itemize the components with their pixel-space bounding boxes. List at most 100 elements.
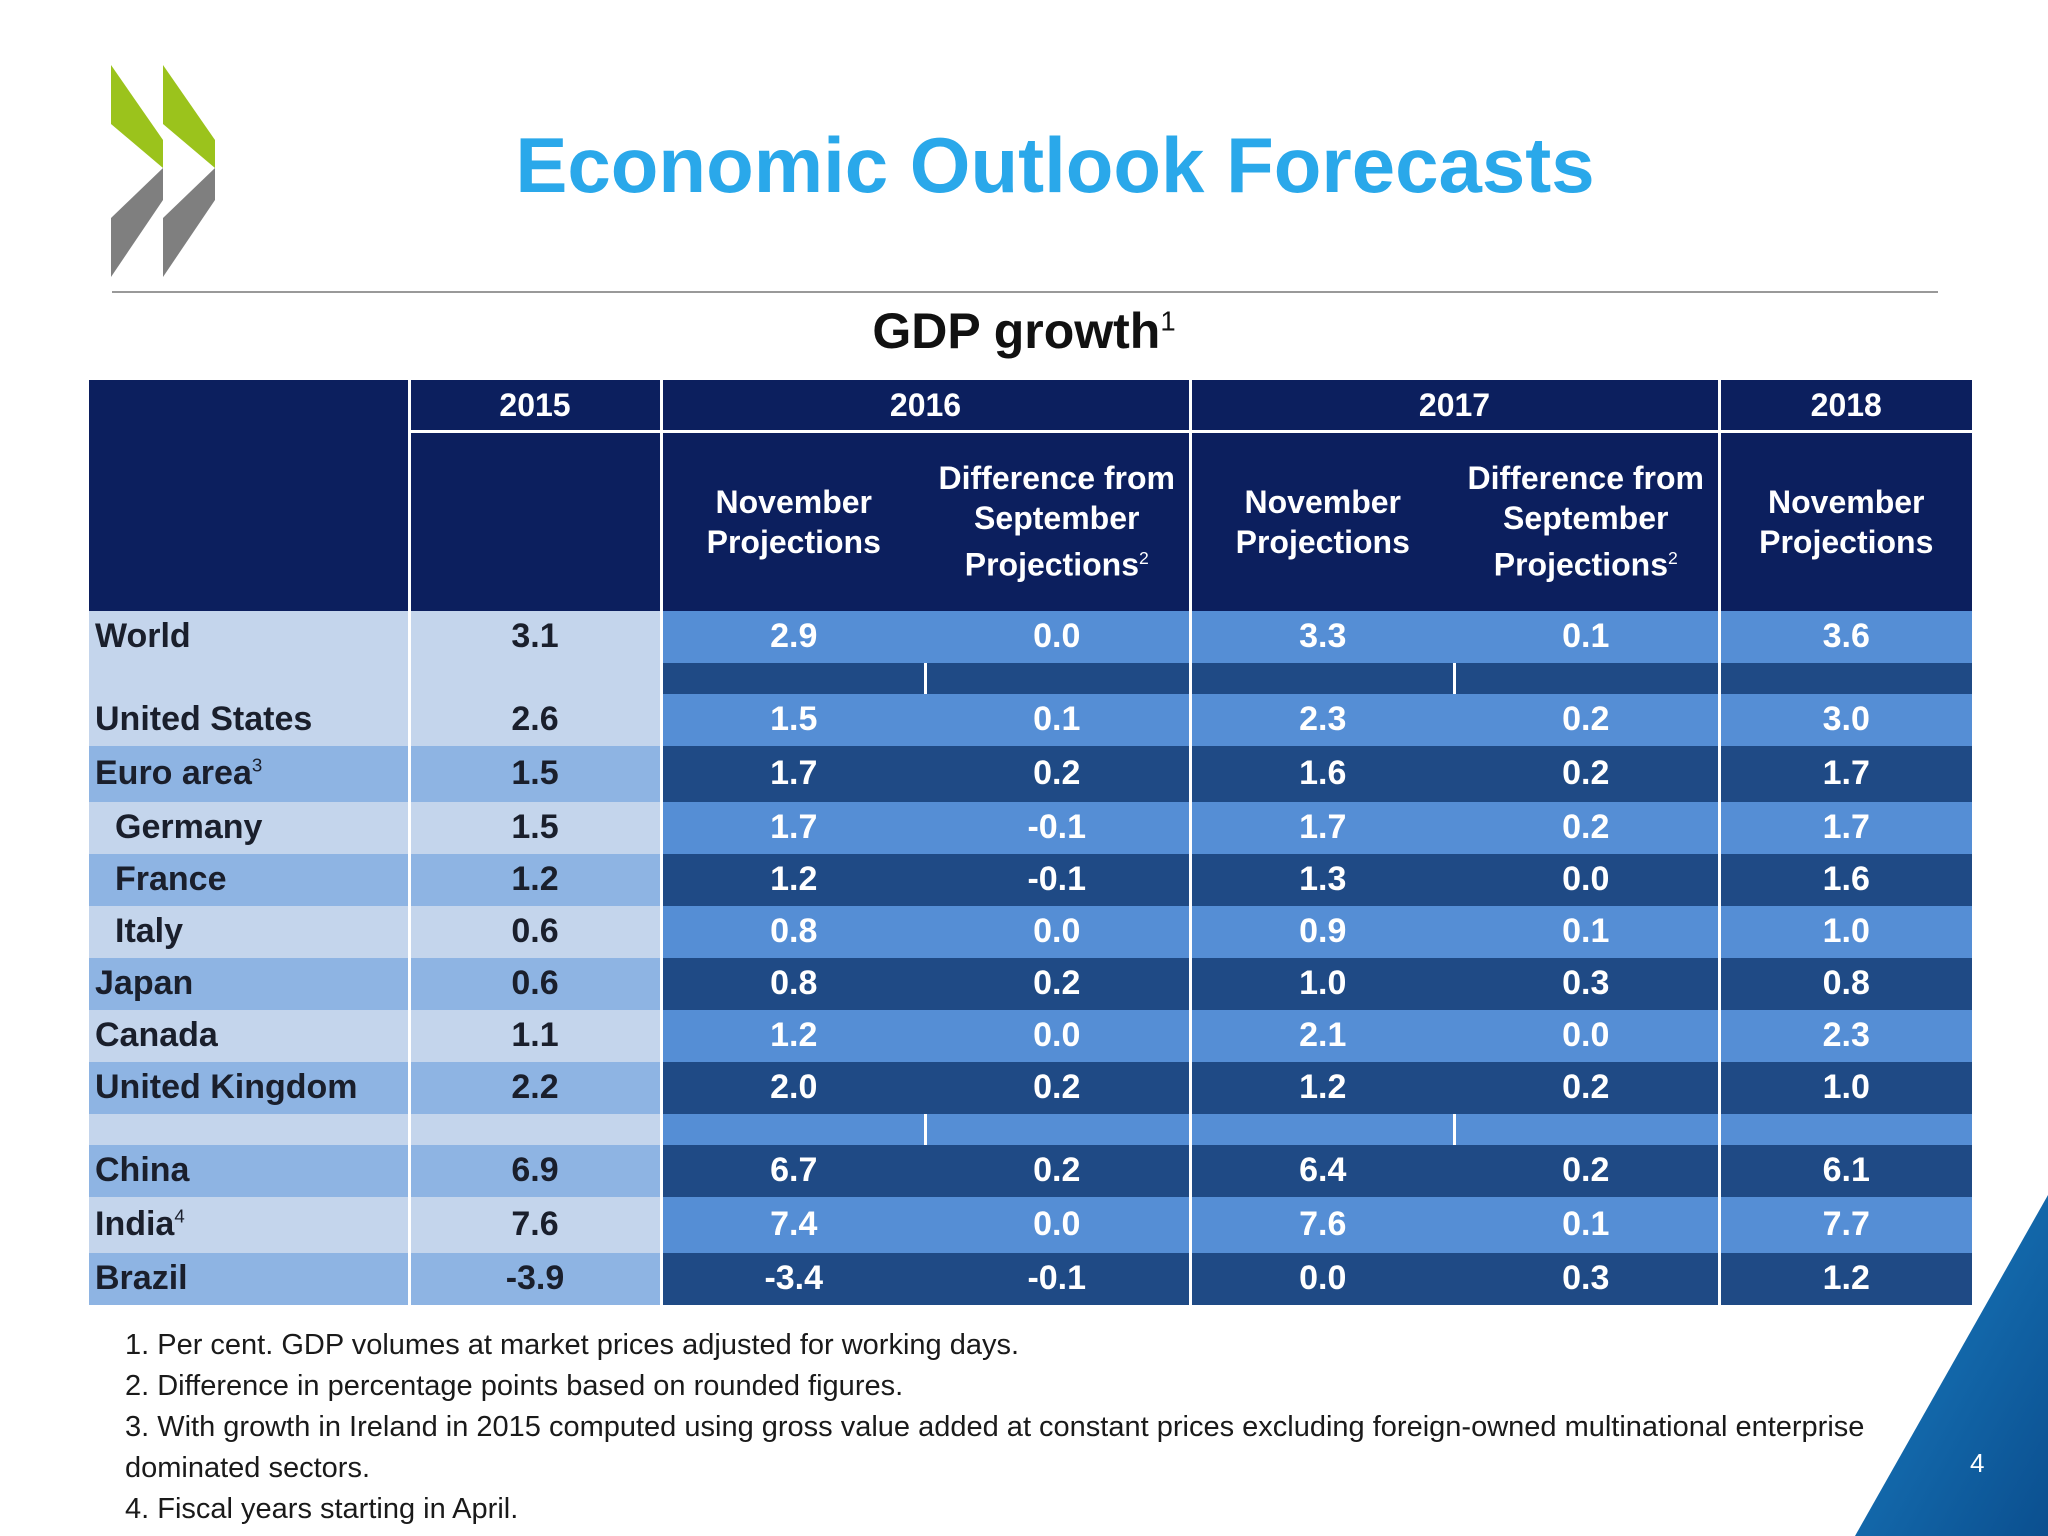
column-header-note: 2 <box>1138 548 1149 569</box>
column-header: November Projections <box>659 431 925 611</box>
row-label: India4 <box>89 1196 409 1253</box>
logo-green-1 <box>111 65 163 168</box>
header-row: 2015 2016 2017 2018 <box>89 380 1972 611</box>
row-label-text: United Kingdom <box>95 1068 358 1106</box>
footnote: 3. With growth in Ireland in 2015 comput… <box>125 1411 1865 1484</box>
column-header-line: November <box>1768 483 1925 520</box>
data-row: United States 2.6 1.5 0.1 2.3 0.2 3.0 <box>89 693 1972 746</box>
row-label: Italy <box>89 905 409 958</box>
spacer-cell <box>923 1113 1190 1145</box>
spacer-cell <box>1717 1113 1972 1145</box>
column-header-line: Projections <box>1759 523 1934 560</box>
value-cell: -0.1 <box>925 853 1190 906</box>
value-cell: 2.9 <box>659 610 925 663</box>
spacer-cell <box>659 1113 925 1145</box>
value-cell: 0.3 <box>1454 1252 1719 1305</box>
value-cell: 1.5 <box>659 693 925 746</box>
value-cell: 0.2 <box>1454 1144 1719 1197</box>
value-cell: 0.0 <box>925 610 1190 663</box>
spacer-cell <box>1717 662 1972 694</box>
data-row: Canada 1.1 1.2 0.0 2.1 0.0 2.3 <box>89 1009 1972 1062</box>
value-cell: 3.1 <box>407 610 661 663</box>
value-cell: 0.8 <box>659 905 925 958</box>
row-label-text: Japan <box>95 964 194 1002</box>
spacer-row <box>89 662 1972 694</box>
value-cell: 1.2 <box>407 853 661 906</box>
header-corner <box>89 380 409 611</box>
column-header: November Projections <box>1717 431 1972 611</box>
value-cell: 1.7 <box>1717 745 1972 802</box>
data-row: Italy 0.6 0.8 0.0 0.9 0.1 1.0 <box>89 905 1972 958</box>
column-header-line: Projections <box>964 547 1139 584</box>
subtitle-text: GDP growth <box>872 303 1161 359</box>
value-cell: 1.0 <box>1188 957 1454 1010</box>
value-cell: 1.5 <box>407 801 661 854</box>
value-cell: 2.6 <box>407 693 661 746</box>
column-header-line: November <box>1244 483 1402 520</box>
row-label: France <box>89 853 409 906</box>
subtitle-note: 1 <box>1160 305 1176 337</box>
value-cell: 6.4 <box>1188 1144 1454 1197</box>
value-cell: 0.0 <box>1454 853 1719 906</box>
value-cell: 0.2 <box>1454 801 1719 854</box>
value-cell: 0.2 <box>925 1144 1190 1197</box>
data-row: Brazil -3.9 -3.4 -0.1 0.0 0.3 1.2 <box>89 1252 1972 1305</box>
row-label-text: Germany <box>115 808 263 846</box>
value-cell: 1.3 <box>1188 853 1454 906</box>
value-cell: 3.6 <box>1717 610 1972 663</box>
value-cell: 7.7 <box>1717 1196 1972 1253</box>
value-cell: 6.9 <box>407 1144 661 1197</box>
row-label: Germany <box>89 801 409 854</box>
row-label-text: France <box>115 860 227 898</box>
column-header-line: Projections <box>706 523 881 560</box>
row-label: Brazil <box>89 1252 409 1305</box>
value-cell: 1.7 <box>659 801 925 854</box>
row-label: Euro area3 <box>89 745 409 802</box>
value-cell: 0.2 <box>1454 745 1719 802</box>
value-cell: 1.7 <box>1188 801 1454 854</box>
value-cell: 0.0 <box>925 1009 1190 1062</box>
row-label: Canada <box>89 1009 409 1062</box>
year-header: 2017 <box>1188 380 1719 433</box>
header-empty <box>407 431 661 611</box>
row-label: United States <box>89 693 409 746</box>
data-row: Euro area3 1.5 1.7 0.2 1.6 0.2 1.7 <box>89 745 1972 802</box>
logo-gray-2 <box>163 168 215 277</box>
value-cell: 0.2 <box>1454 1061 1719 1114</box>
logo-gray-1 <box>111 168 163 277</box>
value-cell: -0.1 <box>925 801 1190 854</box>
footnote: 1. Per cent. GDP volumes at market price… <box>125 1329 1020 1361</box>
value-cell: 0.1 <box>925 693 1190 746</box>
row-label-note: 3 <box>251 754 263 776</box>
value-cell: 6.1 <box>1717 1144 1972 1197</box>
row-label-text: Canada <box>95 1016 218 1054</box>
value-cell: 2.3 <box>1717 1009 1972 1062</box>
column-header-line: Projections <box>1493 547 1668 584</box>
value-cell: 2.3 <box>1188 693 1454 746</box>
column-header: Difference from September Projections2 <box>1454 431 1719 611</box>
row-label: United Kingdom <box>89 1061 409 1114</box>
gdp-table: 2015 2016 2017 2018 November Projections Diffe… <box>89 380 1972 1305</box>
value-cell: 0.1 <box>1454 1196 1719 1253</box>
row-label-text: China <box>95 1151 190 1189</box>
column-header: Difference from September Projections2 <box>925 431 1190 611</box>
value-cell: 1.2 <box>659 1009 925 1062</box>
spacer-cell <box>407 662 661 694</box>
spacer-cell <box>89 1113 409 1145</box>
row-label: Japan <box>89 957 409 1010</box>
row-label-text: Euro area <box>95 754 252 792</box>
value-cell: 0.1 <box>1454 905 1719 958</box>
value-cell: 6.7 <box>659 1144 925 1197</box>
year-header: 2015 <box>407 380 661 433</box>
corner-triangle <box>1855 1195 2048 1536</box>
data-row: Japan 0.6 0.8 0.2 1.0 0.3 0.8 <box>89 957 1972 1010</box>
value-cell: 0.8 <box>1717 957 1972 1010</box>
row-label-text: India <box>95 1205 175 1243</box>
title: Economic Outlook Forecasts <box>515 121 1595 209</box>
row-label-text: Brazil <box>95 1259 188 1297</box>
value-cell: 3.3 <box>1188 610 1454 663</box>
value-cell: 0.8 <box>659 957 925 1010</box>
value-cell: 2.2 <box>407 1061 661 1114</box>
value-cell: 1.2 <box>1717 1252 1972 1305</box>
value-cell: 0.6 <box>407 957 661 1010</box>
